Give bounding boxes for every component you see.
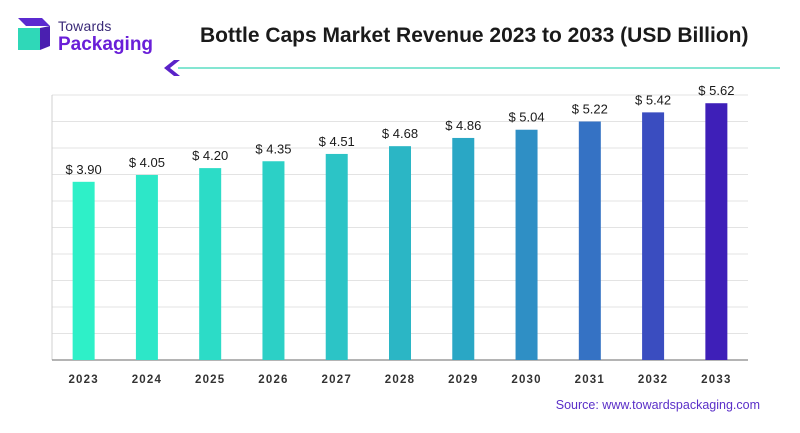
x-tick-label-2027: 2027 bbox=[322, 374, 352, 386]
bar-2024 bbox=[135, 174, 158, 360]
source-text: Source: www.towardspackaging.com bbox=[555, 398, 760, 412]
header-divider bbox=[164, 60, 780, 76]
bar-2028 bbox=[389, 146, 411, 360]
x-tick-label-2030: 2030 bbox=[511, 374, 541, 386]
bar-2030 bbox=[515, 129, 538, 360]
value-label-2023: $ 3.90 bbox=[66, 162, 102, 177]
bar-2032 bbox=[642, 112, 665, 361]
x-tick-label-2032: 2032 bbox=[638, 374, 668, 386]
bar-2033 bbox=[705, 103, 728, 361]
value-label-2026: $ 4.35 bbox=[255, 141, 291, 156]
bar-2027 bbox=[325, 153, 348, 360]
value-label-2029: $ 4.86 bbox=[445, 118, 481, 133]
bar-2026 bbox=[262, 161, 285, 360]
logo-text-towards: Towards bbox=[58, 18, 112, 34]
bar-2023 bbox=[72, 181, 95, 360]
bar-2031 bbox=[578, 121, 601, 360]
value-label-2031: $ 5.22 bbox=[572, 102, 608, 117]
x-tick-label-2029: 2029 bbox=[448, 374, 478, 386]
x-tick-label-2028: 2028 bbox=[385, 374, 415, 386]
chart-title: Bottle Caps Market Revenue 2023 to 2033 … bbox=[200, 24, 749, 47]
x-tick-label-2031: 2031 bbox=[575, 374, 605, 386]
logo-icon bbox=[18, 18, 50, 50]
x-tick-label-2023: 2023 bbox=[68, 374, 98, 386]
value-label-2027: $ 4.51 bbox=[319, 134, 355, 149]
value-label-2030: $ 5.04 bbox=[508, 110, 544, 125]
logo-text-packaging: Packaging bbox=[58, 34, 154, 55]
bar-2029 bbox=[452, 137, 475, 360]
bar-2025 bbox=[199, 168, 222, 360]
logo: Towards Packaging bbox=[16, 16, 186, 56]
x-tick-label-2025: 2025 bbox=[195, 374, 225, 386]
x-tick-label-2033: 2033 bbox=[701, 374, 731, 386]
x-tick-label-2024: 2024 bbox=[132, 374, 162, 386]
value-label-2033: $ 5.62 bbox=[698, 83, 734, 98]
value-label-2028: $ 4.68 bbox=[382, 126, 418, 141]
chevron-left-icon bbox=[164, 60, 180, 76]
x-tick-label-2026: 2026 bbox=[258, 374, 288, 386]
value-label-2025: $ 4.20 bbox=[192, 148, 228, 163]
value-label-2024: $ 4.05 bbox=[129, 155, 165, 170]
value-label-2032: $ 5.42 bbox=[635, 92, 671, 107]
